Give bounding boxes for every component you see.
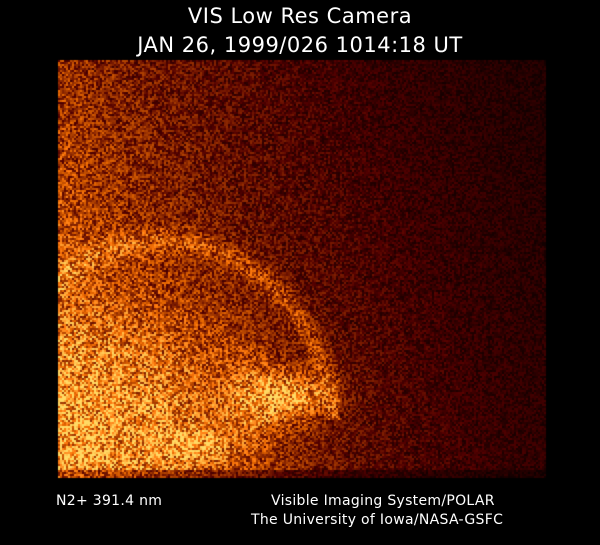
instrument-title: VIS Low Res Camera: [187, 4, 413, 28]
credit-line-2: The University of Iowa/NASA-GSFC: [251, 512, 504, 528]
credit-line-1: Visible Imaging System/POLAR: [271, 493, 495, 509]
filter-label: N2+ 391.4 nm: [56, 493, 163, 509]
timestamp-title: JAN 26, 1999/026 1014:18 UT: [137, 33, 463, 57]
